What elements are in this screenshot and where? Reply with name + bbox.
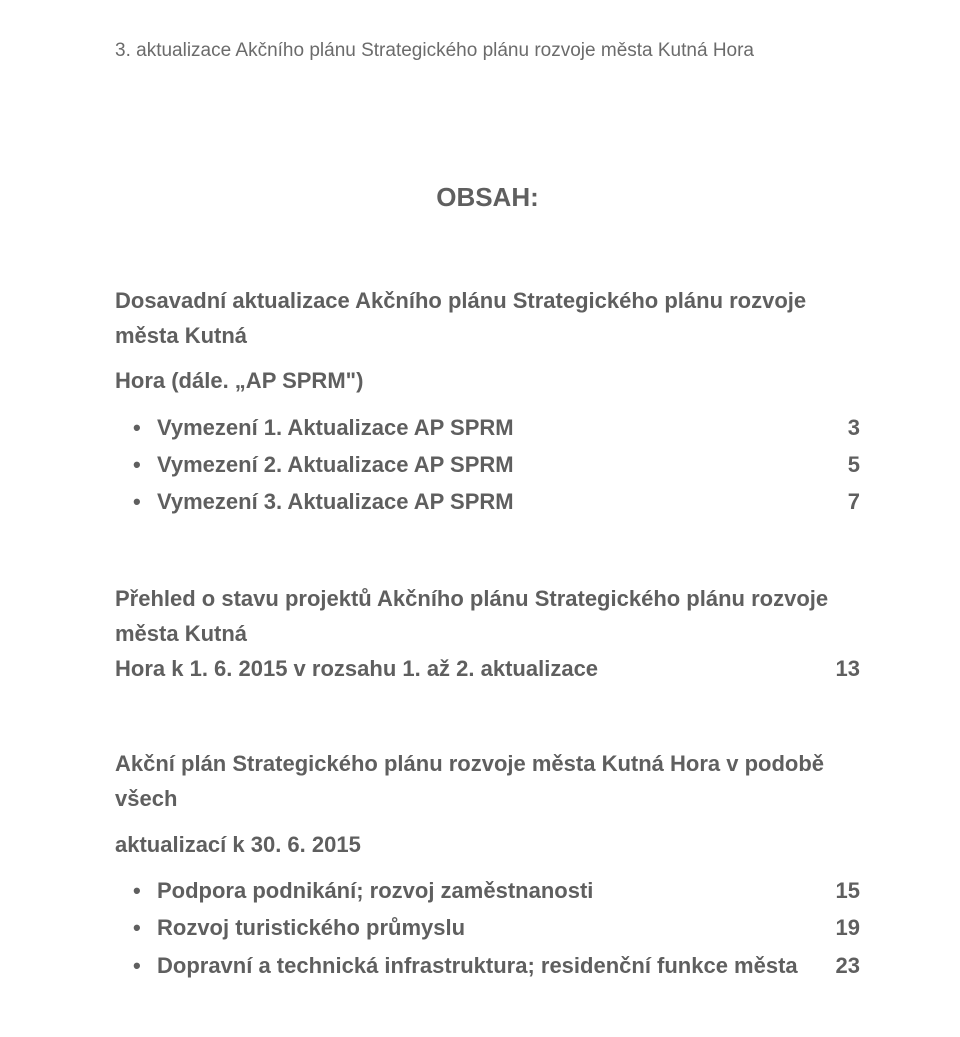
item-page: 23 (816, 947, 860, 984)
item-label: Podpora podnikání; rozvoj zaměstnanosti (157, 872, 816, 909)
section2-line2-text: Hora k 1. 6. 2015 v rozsahu 1. až 2. akt… (115, 651, 598, 686)
section3-list: • Podpora podnikání; rozvoj zaměstnanost… (115, 872, 860, 984)
section2-line1: Přehled o stavu projektů Akčního plánu S… (115, 581, 860, 651)
item-label: Rozvoj turistického průmyslu (157, 909, 816, 946)
item-page: 19 (816, 909, 860, 946)
bullet-icon: • (115, 409, 157, 446)
section1-lead-line2: Hora (dále. „AP SPRM") (115, 363, 860, 398)
list-item: • Dopravní a technická infrastruktura; r… (115, 947, 860, 984)
bullet-icon: • (115, 909, 157, 946)
item-page: 5 (828, 446, 860, 483)
bullet-icon: • (115, 483, 157, 520)
bullet-icon: • (115, 947, 157, 984)
item-page: 7 (828, 483, 860, 520)
list-item: • Podpora podnikání; rozvoj zaměstnanost… (115, 872, 860, 909)
item-page: 15 (816, 872, 860, 909)
section3-line1: Akční plán Strategického plánu rozvoje m… (115, 746, 860, 816)
list-item: • Rozvoj turistického průmyslu 19 (115, 909, 860, 946)
item-page: 3 (828, 409, 860, 446)
list-item: • Vymezení 3. Aktualizace AP SPRM 7 (115, 483, 860, 520)
item-label: Dopravní a technická infrastruktura; res… (157, 947, 816, 984)
list-item: • Vymezení 2. Aktualizace AP SPRM 5 (115, 446, 860, 483)
item-label: Vymezení 3. Aktualizace AP SPRM (157, 483, 828, 520)
section3-line2: aktualizací k 30. 6. 2015 (115, 827, 860, 862)
section2-line2: Hora k 1. 6. 2015 v rozsahu 1. až 2. akt… (115, 651, 860, 686)
item-label: Vymezení 2. Aktualizace AP SPRM (157, 446, 828, 483)
bullet-icon: • (115, 446, 157, 483)
bullet-icon: • (115, 872, 157, 909)
document-header: 3. aktualizace Akčního plánu Strategické… (115, 40, 860, 62)
contents-heading: OBSAH: (115, 182, 860, 213)
item-label: Vymezení 1. Aktualizace AP SPRM (157, 409, 828, 446)
section2: Přehled o stavu projektů Akčního plánu S… (115, 581, 860, 687)
list-item: • Vymezení 1. Aktualizace AP SPRM 3 (115, 409, 860, 446)
section2-page: 13 (816, 651, 860, 686)
section1-lead-line1: Dosavadní aktualizace Akčního plánu Stra… (115, 283, 860, 353)
section1-list: • Vymezení 1. Aktualizace AP SPRM 3 • Vy… (115, 409, 860, 521)
document-page: 3. aktualizace Akčního plánu Strategické… (0, 0, 960, 1037)
